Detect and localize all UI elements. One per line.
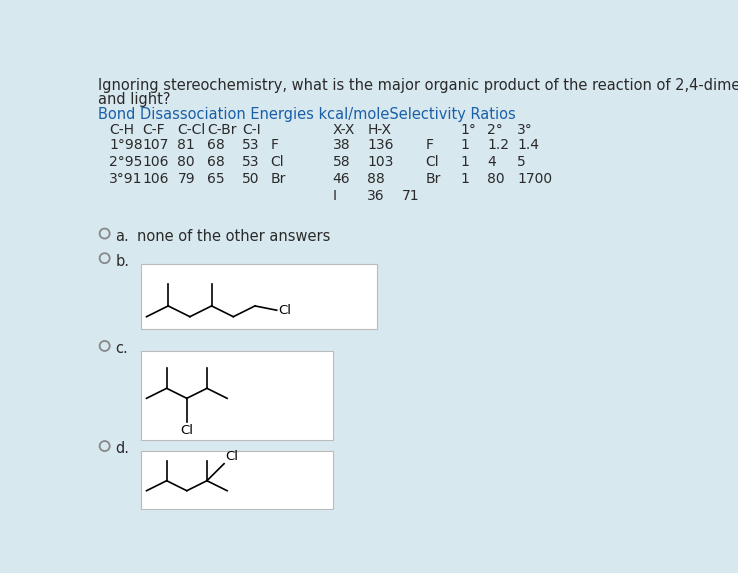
Text: b.: b.	[116, 254, 129, 269]
Text: 1.4: 1.4	[517, 138, 539, 152]
Text: none of the other answers: none of the other answers	[137, 229, 331, 244]
Text: C-H: C-H	[109, 123, 134, 136]
Text: Br: Br	[426, 172, 441, 186]
Text: 53: 53	[242, 155, 259, 169]
Text: Bond Disassociation Energies kcal/moleSelectivity Ratios: Bond Disassociation Energies kcal/moleSe…	[98, 107, 516, 122]
Text: 106: 106	[142, 155, 169, 169]
Text: 1.2: 1.2	[488, 138, 509, 152]
Text: 2°: 2°	[488, 123, 503, 136]
Bar	[141, 264, 377, 329]
Text: C-F: C-F	[142, 123, 165, 136]
Text: 103: 103	[368, 155, 394, 169]
Bar	[141, 452, 334, 509]
Text: Cl: Cl	[278, 304, 292, 317]
Bar	[141, 351, 334, 440]
Text: 46: 46	[333, 172, 350, 186]
Text: 107: 107	[142, 138, 169, 152]
Text: 71: 71	[402, 189, 420, 203]
Text: 2°95: 2°95	[109, 155, 142, 169]
Text: 38: 38	[333, 138, 350, 152]
Text: 68: 68	[207, 155, 224, 169]
Text: 79: 79	[178, 172, 195, 186]
Text: 50: 50	[242, 172, 259, 186]
Circle shape	[100, 229, 110, 238]
Text: 1°98: 1°98	[109, 138, 143, 152]
Text: Ignoring stereochemistry, what is the major organic product of the reaction of 2: Ignoring stereochemistry, what is the ma…	[98, 78, 738, 93]
Text: 81: 81	[178, 138, 196, 152]
Text: 1: 1	[461, 138, 469, 152]
Text: C-Br: C-Br	[207, 123, 236, 136]
Text: H-X: H-X	[368, 123, 391, 136]
Text: a.: a.	[116, 229, 129, 244]
Text: 3°: 3°	[517, 123, 533, 136]
Text: 4: 4	[488, 155, 496, 169]
Text: 65: 65	[207, 172, 224, 186]
Text: F: F	[271, 138, 278, 152]
Text: C-Cl: C-Cl	[178, 123, 206, 136]
Text: 80: 80	[488, 172, 505, 186]
Text: 1700: 1700	[517, 172, 552, 186]
Text: 1: 1	[461, 172, 469, 186]
Text: d.: d.	[116, 441, 129, 457]
Text: 3°91: 3°91	[109, 172, 142, 186]
Text: 80: 80	[178, 155, 195, 169]
Text: 5: 5	[517, 155, 525, 169]
Text: 36: 36	[368, 189, 385, 203]
Text: Cl: Cl	[226, 450, 238, 463]
Text: X-X: X-X	[333, 123, 355, 136]
Text: Cl: Cl	[426, 155, 439, 169]
Text: 88: 88	[368, 172, 385, 186]
Text: 136: 136	[368, 138, 394, 152]
Text: 53: 53	[242, 138, 259, 152]
Circle shape	[100, 341, 110, 351]
Text: I: I	[333, 189, 337, 203]
Text: Cl: Cl	[271, 155, 284, 169]
Text: and light?: and light?	[98, 92, 171, 107]
Text: Br: Br	[271, 172, 286, 186]
Text: C-I: C-I	[242, 123, 261, 136]
Text: 1: 1	[461, 155, 469, 169]
Text: Cl: Cl	[180, 424, 193, 437]
Text: F: F	[426, 138, 433, 152]
Text: 58: 58	[333, 155, 350, 169]
Circle shape	[100, 441, 110, 451]
Circle shape	[100, 253, 110, 263]
Text: 1°: 1°	[461, 123, 476, 136]
Text: 68: 68	[207, 138, 224, 152]
Text: c.: c.	[116, 342, 128, 356]
Text: 106: 106	[142, 172, 169, 186]
